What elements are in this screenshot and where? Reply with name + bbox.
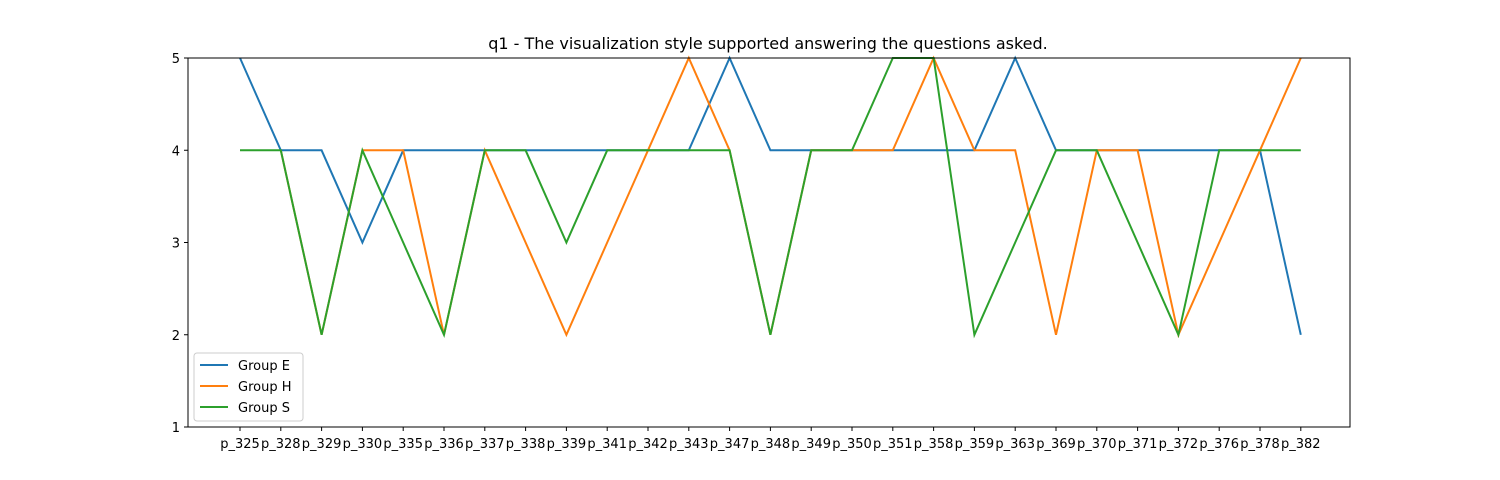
x-tick-label: p_370 bbox=[1077, 437, 1117, 452]
x-tick-label: p_335 bbox=[383, 437, 423, 452]
x-tick-label: p_359 bbox=[955, 437, 995, 452]
x-tick-label: p_349 bbox=[791, 437, 831, 452]
y-axis: 1 2 3 4 5 bbox=[172, 52, 188, 436]
x-tick-label: p_351 bbox=[873, 437, 913, 452]
x-tick-label: p_350 bbox=[832, 437, 872, 452]
x-tick-label: p_328 bbox=[261, 437, 301, 452]
y-tick-label: 4 bbox=[172, 144, 180, 159]
plot-lines bbox=[239, 55, 1302, 339]
x-tick-label: p_339 bbox=[547, 437, 587, 452]
x-tick-label: p_342 bbox=[628, 437, 668, 452]
x-axis: p_325 p_328 p_329 p_330 p_335 p_336 p_337 p_338… bbox=[220, 427, 1321, 452]
y-tick-label: 1 bbox=[172, 421, 180, 436]
x-tick-label: p_376 bbox=[1199, 437, 1239, 452]
x-tick-label: p_341 bbox=[587, 437, 627, 452]
x-tick-label: p_371 bbox=[1118, 437, 1158, 452]
x-tick-label: p_325 bbox=[220, 437, 260, 452]
plot-frame bbox=[187, 57, 1351, 428]
chart-title: q1 - The visualization style supported a… bbox=[488, 34, 1048, 53]
x-tick-label: p_382 bbox=[1281, 437, 1321, 452]
series-line-group-h bbox=[279, 55, 1302, 338]
x-tick-label: p_358 bbox=[914, 437, 954, 452]
legend-box bbox=[193, 352, 304, 422]
x-tick-label: p_347 bbox=[710, 437, 750, 452]
series-line-group-e bbox=[239, 55, 1302, 336]
x-tick-label: p_363 bbox=[995, 437, 1035, 452]
legend-label: Group S bbox=[238, 401, 290, 416]
x-tick-label: p_348 bbox=[751, 437, 791, 452]
x-tick-label: p_330 bbox=[343, 437, 383, 452]
legend-label: Group H bbox=[238, 380, 292, 395]
x-tick-label: p_369 bbox=[1036, 437, 1076, 452]
y-tick-label: 3 bbox=[172, 237, 180, 252]
x-tick-label: p_372 bbox=[1159, 437, 1199, 452]
x-tick-label: p_337 bbox=[465, 437, 505, 452]
y-tick-label: 5 bbox=[172, 52, 180, 67]
x-tick-label: p_329 bbox=[302, 437, 342, 452]
x-tick-label: p_336 bbox=[424, 437, 464, 452]
series-line-group-s bbox=[240, 57, 1301, 339]
x-tick-label: p_343 bbox=[669, 437, 709, 452]
y-tick-label: 2 bbox=[172, 329, 180, 344]
legend: Group E Group H Group S bbox=[193, 352, 304, 422]
x-tick-label: p_378 bbox=[1240, 437, 1280, 452]
x-tick-label: p_338 bbox=[506, 437, 546, 452]
legend-label: Group E bbox=[238, 359, 290, 374]
